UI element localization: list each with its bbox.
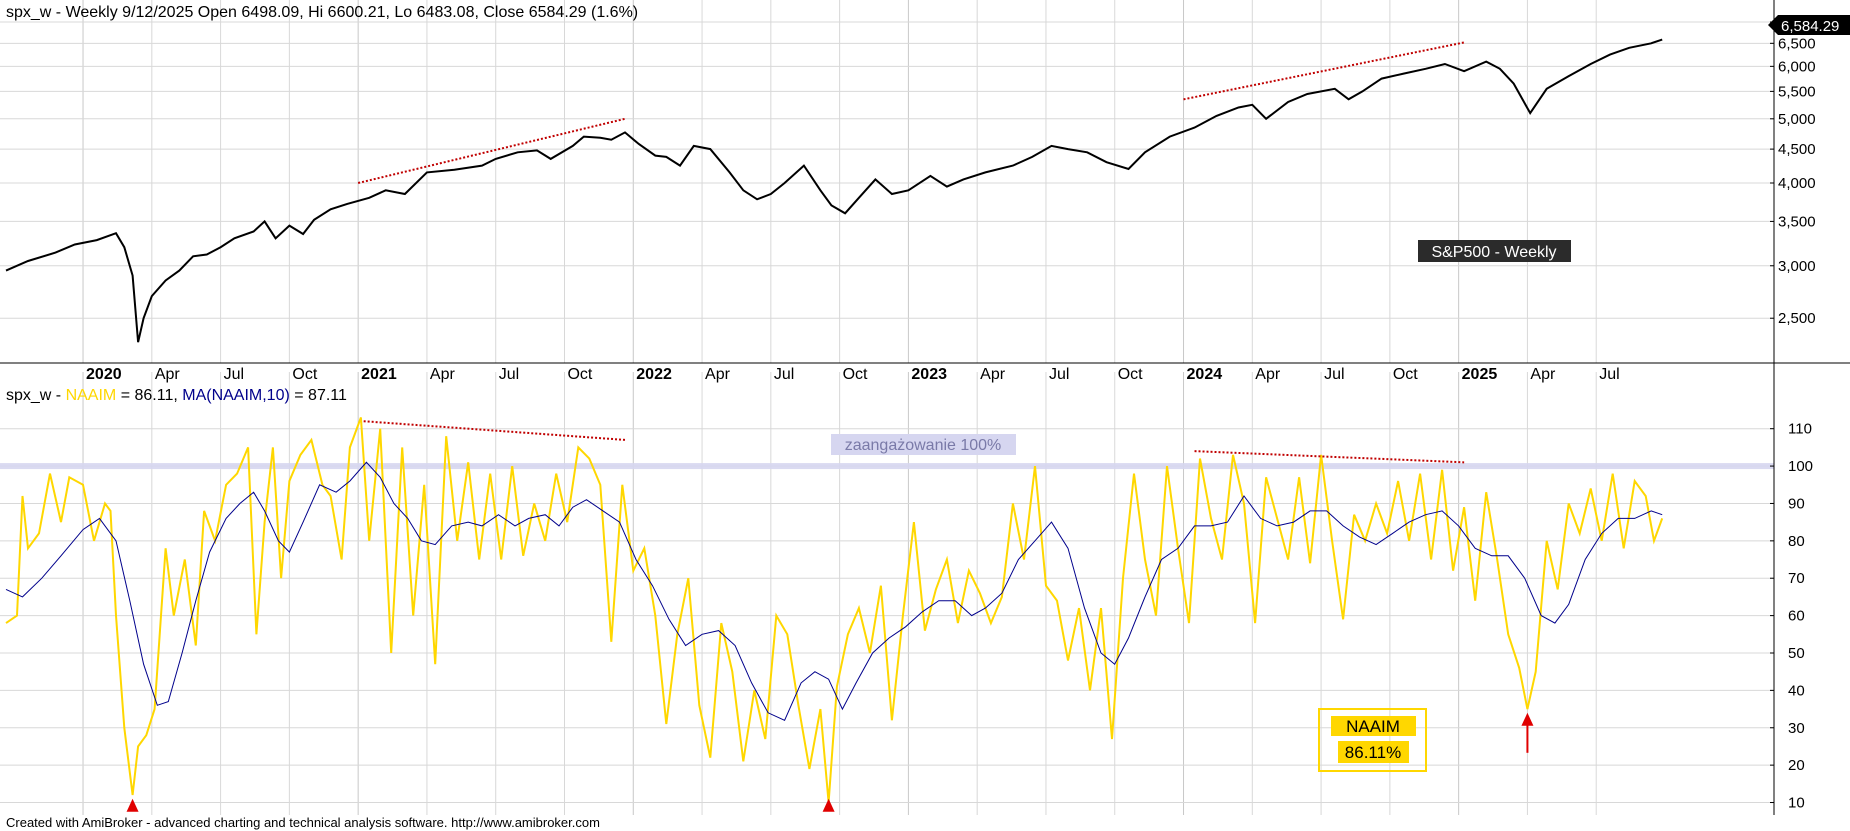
engagement-band xyxy=(0,463,1774,470)
price-line xyxy=(5,38,1663,343)
y-tick-label-upper: 5,000 xyxy=(1778,111,1816,128)
band-label-text: zaangażowanie 100% xyxy=(845,437,1002,454)
y-tick-label-upper: 3,000 xyxy=(1778,258,1816,275)
x-tick-label: Jul xyxy=(1049,366,1069,383)
x-tick-label: Oct xyxy=(843,366,868,383)
naaim-trendline xyxy=(1194,450,1465,464)
x-tick-label: Jul xyxy=(1324,366,1344,383)
x-tick-label: 2022 xyxy=(636,366,672,383)
y-tick-label-lower: 30 xyxy=(1788,720,1805,737)
y-tick-label-lower: 50 xyxy=(1788,645,1805,662)
y-tick-label-upper: 2,500 xyxy=(1778,310,1816,327)
x-tick-label: Apr xyxy=(430,366,456,383)
y-tick-label-lower: 70 xyxy=(1788,570,1805,587)
y-tick-label-upper: 6,000 xyxy=(1778,58,1816,75)
y-tick-label-upper: 4,000 xyxy=(1778,175,1816,192)
y-tick-label-lower: 110 xyxy=(1788,421,1812,438)
x-tick-label: Jul xyxy=(224,366,244,383)
y-tick-label-lower: 90 xyxy=(1788,495,1805,512)
y-tick-label-lower: 10 xyxy=(1788,795,1805,812)
last-value-badge: 6,584.29 xyxy=(1768,15,1850,35)
x-tick-label: Oct xyxy=(567,366,592,383)
x-tick-label: 2025 xyxy=(1462,366,1498,383)
x-tick-label: Apr xyxy=(980,366,1006,383)
naaim-legend-value: 86.11% xyxy=(1345,743,1401,762)
y-tick-label-lower: 60 xyxy=(1788,608,1805,625)
footer-credit: Created with AmiBroker - advanced charti… xyxy=(6,815,600,830)
x-tick-label: Oct xyxy=(292,366,317,383)
axis-ticks-layer: 2020 Apr Jul Oct 2021 Apr Jul Oct 2022 Apr Jul Oct 2… xyxy=(86,0,1816,815)
x-tick-label: Apr xyxy=(1255,366,1281,383)
x-tick-label: Jul xyxy=(499,366,519,383)
lower-panel-title: spx_w - NAAIM = 86.11, MA(NAAIM,10) = 87… xyxy=(6,387,347,404)
naaim-line xyxy=(5,417,1664,803)
y-tick-label-upper: 6,500 xyxy=(1778,35,1816,52)
arrow-up-icon xyxy=(1521,712,1534,726)
x-tick-label: Apr xyxy=(705,366,731,383)
y-tick-label-lower: 40 xyxy=(1788,682,1805,699)
y-tick-label-lower: 100 xyxy=(1788,458,1813,475)
arrows-layer xyxy=(126,712,1534,812)
sp500-label-text: S&P500 - Weekly xyxy=(1431,244,1556,261)
upper-panel-title: spx_w - Weekly 9/12/2025 Open 6498.09, H… xyxy=(6,4,638,21)
lower-title-val1: = 86.11, xyxy=(116,387,182,404)
y-tick-label-upper: 5,500 xyxy=(1778,83,1816,100)
naaim-legend: NAAIM 86.11% xyxy=(1318,708,1427,772)
y-tick-label-lower: 80 xyxy=(1788,533,1805,550)
upper-grid xyxy=(0,0,1774,363)
arrow-up-icon xyxy=(822,798,835,812)
lower-title-val2: = 87.11 xyxy=(290,387,347,404)
naaim-series-layer xyxy=(5,417,1664,803)
trendlines-layer xyxy=(357,41,1465,464)
x-tick-label: Oct xyxy=(1118,366,1143,383)
naaim-legend-title: NAAIM xyxy=(1346,717,1400,736)
last-value-text: 6,584.29 xyxy=(1781,18,1839,35)
price-trendline xyxy=(357,117,626,184)
x-tick-label: Jul xyxy=(1599,366,1619,383)
y-tick-label-upper: 4,500 xyxy=(1778,141,1816,158)
x-tick-label: 2024 xyxy=(1187,366,1223,383)
x-tick-label: 2021 xyxy=(361,366,397,383)
y-tick-label-lower: 20 xyxy=(1788,757,1805,774)
arrow-up-icon xyxy=(126,798,139,812)
band-label: zaangażowanie 100% xyxy=(831,434,1016,455)
x-tick-label: Apr xyxy=(1530,366,1556,383)
ma-line xyxy=(5,461,1663,721)
x-tick-label: 2020 xyxy=(86,366,122,383)
price-series-layer xyxy=(5,38,1663,343)
lower-title-naaim: NAAIM xyxy=(66,387,117,404)
sp500-label: S&P500 - Weekly xyxy=(1418,240,1571,262)
x-tick-label: Apr xyxy=(155,366,181,383)
lower-title-prefix: spx_w - xyxy=(6,387,66,404)
x-tick-label: Oct xyxy=(1393,366,1418,383)
y-tick-label-upper: 3,500 xyxy=(1778,213,1816,230)
lower-title-ma: MA(NAAIM,10) xyxy=(182,387,290,404)
x-tick-label: 2023 xyxy=(911,366,947,383)
x-tick-label: Jul xyxy=(774,366,794,383)
